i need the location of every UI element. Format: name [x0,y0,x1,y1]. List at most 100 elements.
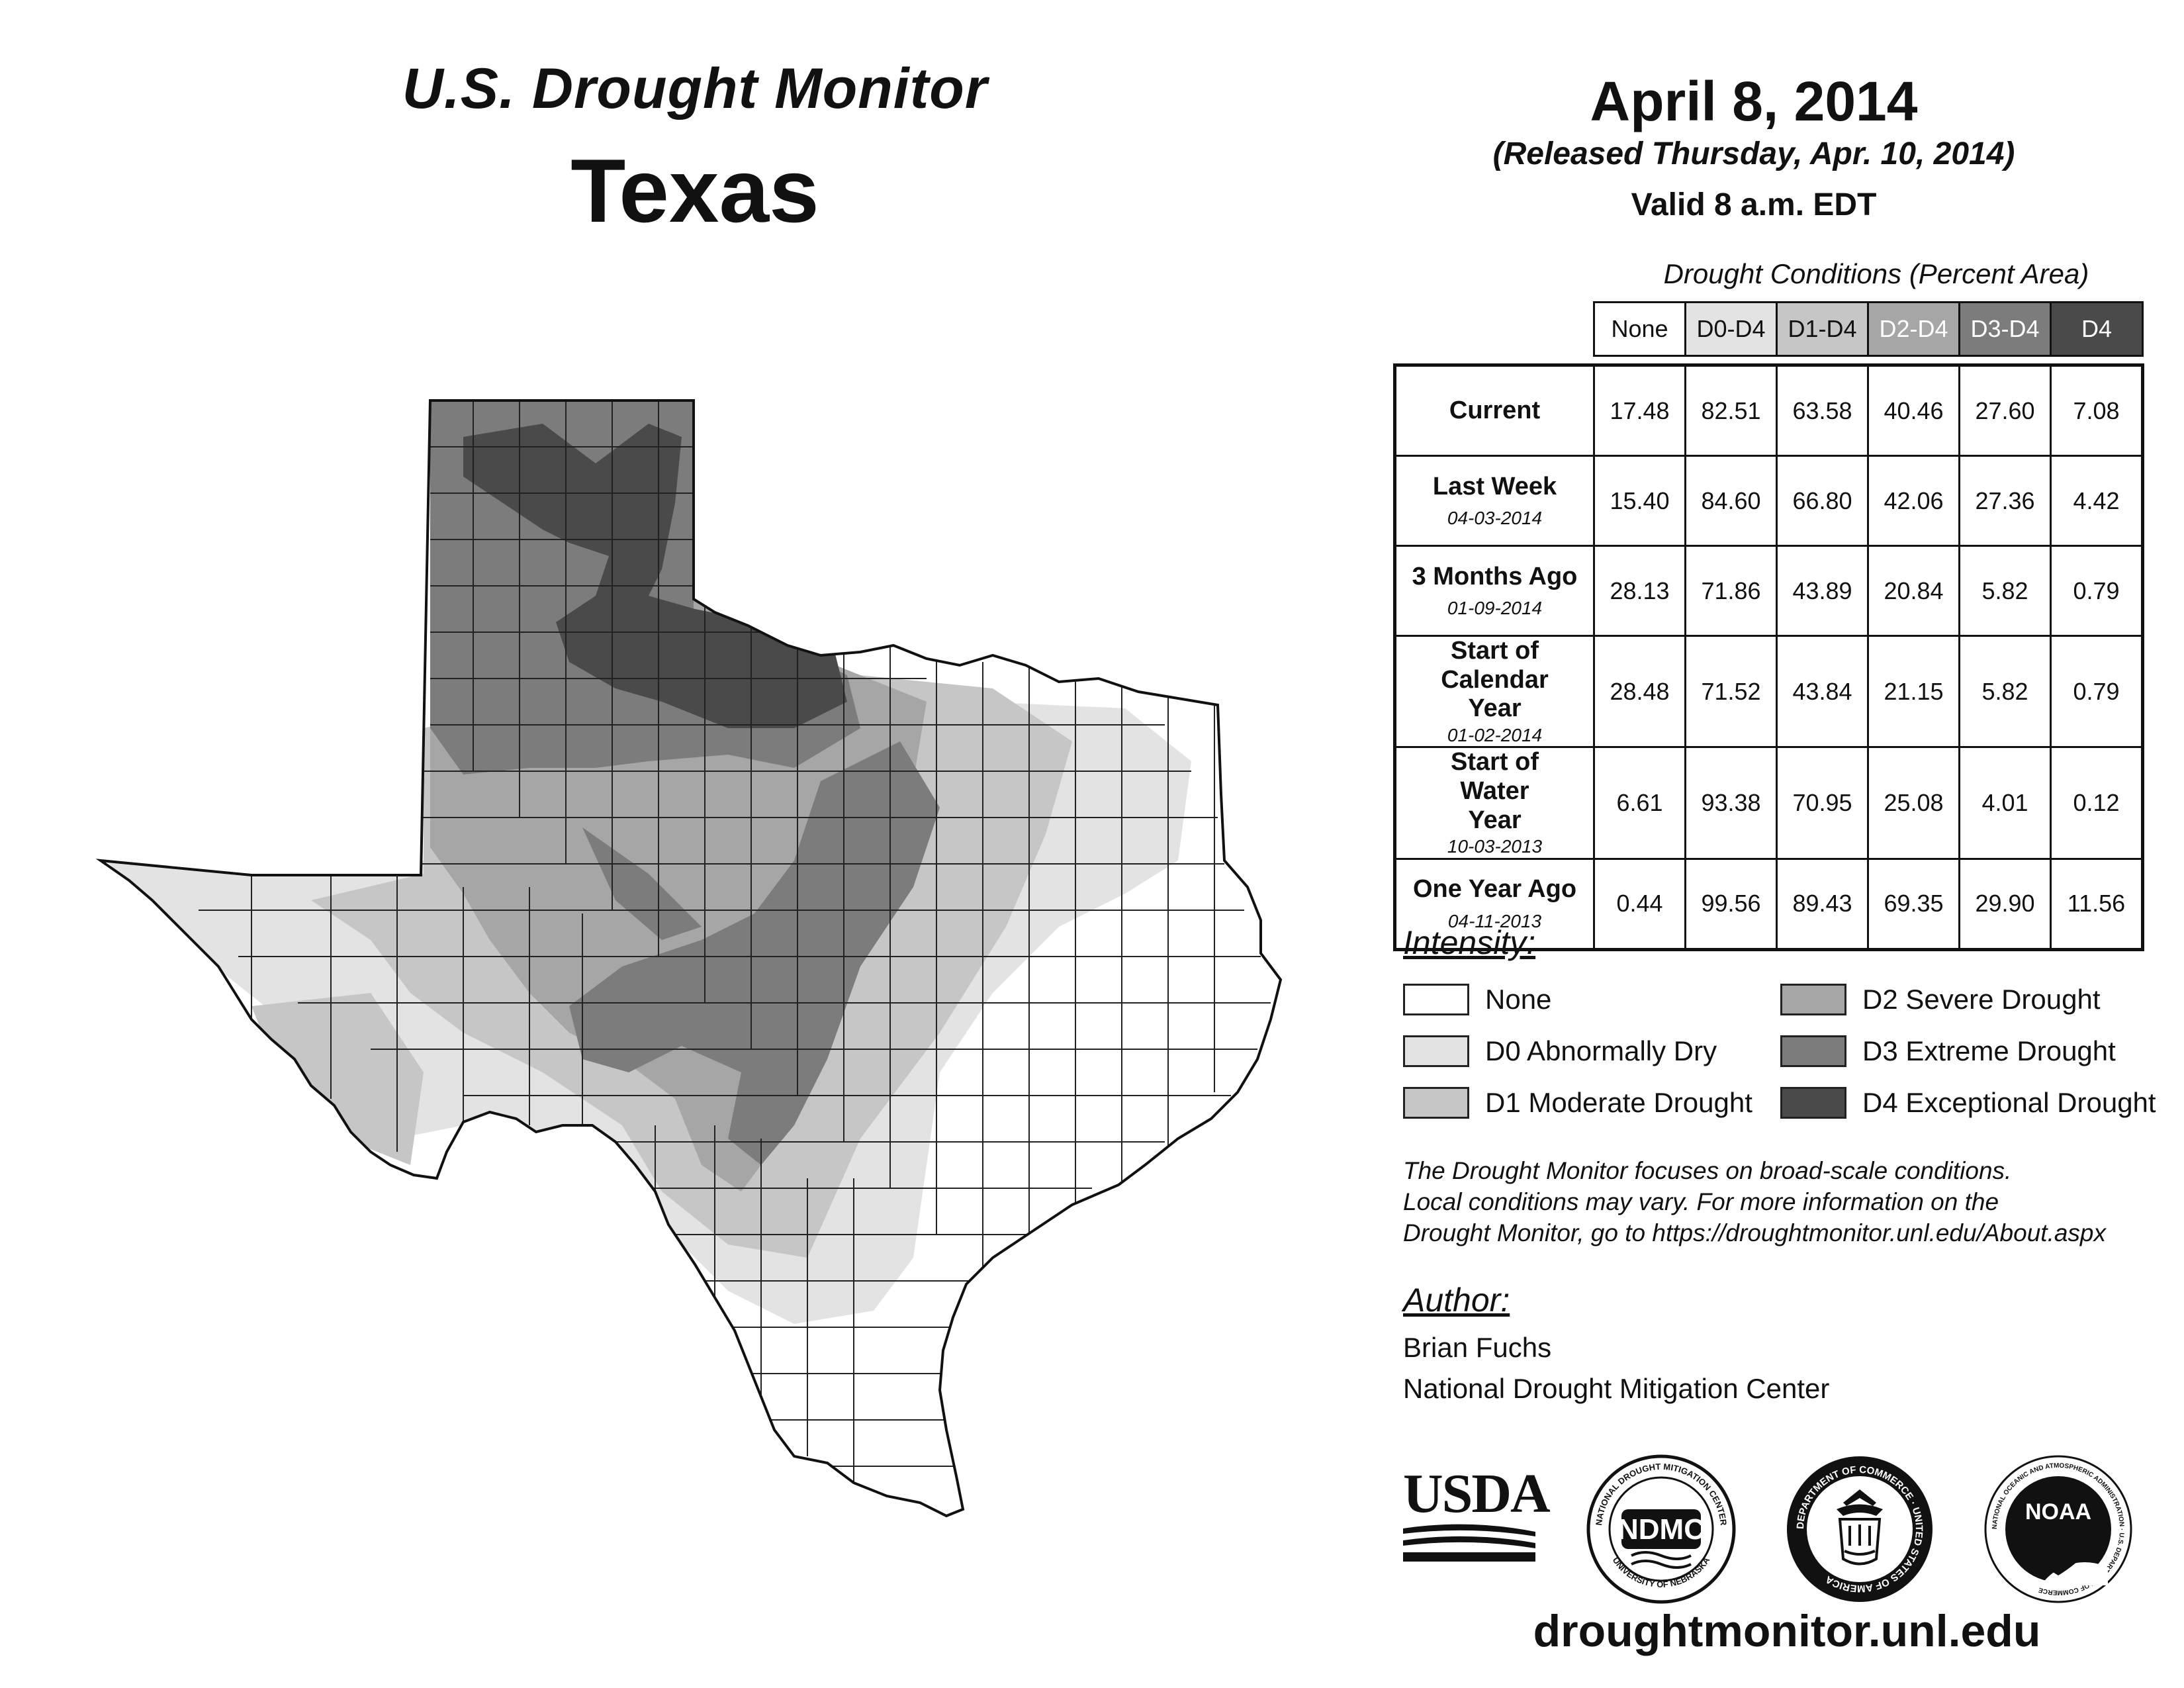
map-date: April 8, 2014 [1590,70,1918,132]
table-cell: 27.36 [1958,455,2052,547]
texas-drought-map [99,399,1282,1517]
table-row-one-year-ago: One Year Ago 04-11-2013 0.44 99.56 89.43 … [1393,857,2144,951]
col-header-d1-d4: D1-D4 [1776,301,1869,357]
table-row-start-water-year: Start of Water Year 10-03-2013 6.61 93.38… [1393,746,2144,860]
table-cell: 29.90 [1958,857,2052,951]
row-date: 01-09-2014 [1447,598,1543,619]
table-cell: 15.40 [1593,455,1686,547]
row-label: 3 Months Ago 01-09-2014 [1393,545,1595,637]
table-cell: 71.52 [1684,634,1778,749]
noaa-bird-icon [2022,1538,2095,1575]
table-cell: 28.48 [1593,634,1686,749]
note-line: The Drought Monitor focuses on broad-sca… [1403,1157,2012,1184]
table-cell: 43.84 [1776,634,1869,749]
legend-item-none: None [1403,980,1752,1019]
table-cell: 89.43 [1776,857,1869,951]
legend-swatch [1403,1087,1469,1119]
table-row-current: Current 17.48 82.51 63.58 40.46 27.60 7.… [1393,363,2144,457]
website-url[interactable]: droughtmonitor.unl.edu [1533,1606,2041,1656]
table-cell: 84.60 [1684,455,1778,547]
legend-item-d4: D4 Exceptional Drought [1780,1083,2156,1123]
table-caption: Drought Conditions (Percent Area) [1663,258,2089,289]
drought-conditions-table: None D0-D4 D1-D4 D2-D4 D3-D4 D4 Current … [1393,301,2144,951]
table-cell: 70.95 [1776,746,1869,860]
col-header-d3-d4: D3-D4 [1958,301,2052,357]
table-cell: 0.79 [2050,634,2144,749]
table-cell: 40.46 [1867,363,1960,457]
disclaimer-note: The Drought Monitor focuses on broad-sca… [1403,1155,2164,1248]
col-header-none: None [1593,301,1686,357]
col-header-d2-d4: D2-D4 [1867,301,1960,357]
author-name: Brian Fuchs [1403,1332,1552,1363]
legend-swatch [1403,1035,1469,1067]
legend-item-d0: D0 Abnormally Dry [1403,1031,1752,1071]
author-heading: Author: [1403,1282,1510,1319]
table-cell: 4.01 [1958,746,2052,860]
table-cell: 17.48 [1593,363,1686,457]
col-header-d4: D4 [2050,301,2144,357]
row-label-text: 3 Months Ago [1412,562,1578,590]
ndmc-wordmark: NDMC [1617,1513,1705,1546]
row-label-text: One Year Ago [1412,875,1577,904]
table-corner [1395,303,1594,356]
row-date: 10-03-2013 [1447,836,1543,857]
row-date: 01-02-2014 [1447,725,1543,746]
table-header-row: None D0-D4 D1-D4 D2-D4 D3-D4 D4 [1395,301,2144,357]
legend-label: D0 Abnormally Dry [1485,1035,1717,1066]
usda-logo: USDA [1403,1463,1551,1566]
table-cell: 0.79 [2050,545,2144,637]
table-cell: 5.82 [1958,634,2052,749]
table-cell: 21.15 [1867,634,1960,749]
table-cell: 71.86 [1684,545,1778,637]
legend-label: D1 Moderate Drought [1485,1087,1752,1118]
legend-swatch [1780,984,1846,1015]
state-name: Texas [570,140,819,241]
table-cell: 5.82 [1958,545,2052,637]
table-cell: 93.38 [1684,746,1778,860]
row-label: Start of Calendar Year 01-02-2014 [1393,634,1595,749]
legend-label: D3 Extreme Drought [1862,1035,2116,1066]
row-label: One Year Ago 04-11-2013 [1393,857,1595,951]
table-cell: 6.61 [1593,746,1686,860]
note-line: Drought Monitor, go to https://droughtmo… [1403,1219,2106,1246]
ndmc-logo: NDMC NATIONAL DROUGHT MITIGATION CENTER … [1586,1454,1736,1604]
legend-item-d3: D3 Extreme Drought [1780,1031,2156,1071]
col-header-d0-d4: D0-D4 [1684,301,1778,357]
table-cell: 66.80 [1776,455,1869,547]
table-cell: 27.60 [1958,363,2052,457]
noaa-wordmark: NOAA [2025,1499,2091,1524]
table-row-start-calendar-year: Start of Calendar Year 01-02-2014 28.48 7… [1393,634,2144,749]
usda-wordmark: USDA [1403,1463,1551,1524]
map-title: U.S. Drought Monitor [402,57,988,120]
legend-swatch [1403,984,1469,1015]
table-cell: 20.84 [1867,545,1960,637]
table-cell: 99.56 [1684,857,1778,951]
table-cell: 28.13 [1593,545,1686,637]
row-label-text: Current [1449,396,1541,424]
table-cell: 63.58 [1776,363,1869,457]
release-date: (Released Thursday, Apr. 10, 2014) [1492,136,2015,171]
table-cell: 69.35 [1867,857,1960,951]
row-label: Current [1393,363,1595,457]
table-cell: 43.89 [1776,545,1869,637]
table-cell: 0.44 [1593,857,1686,951]
noaa-logo: NATIONAL OCEANIC AND ATMOSPHERIC ADMINIS… [1984,1455,2132,1603]
row-date: 04-11-2013 [1447,910,1542,931]
row-label: Last Week 04-03-2014 [1393,455,1595,547]
legend-swatch [1780,1035,1846,1067]
intensity-heading: Intensity: [1403,924,1536,961]
legend-item-d2: D2 Severe Drought [1780,980,2156,1019]
row-label-text: Last Week [1432,472,1557,500]
author-org: National Drought Mitigation Center [1403,1373,1830,1404]
row-label-text: Start of Calendar Year [1441,637,1549,723]
commerce-seal: DEPARTMENT OF COMMERCE · UNITED STATES O… [1787,1456,1933,1602]
row-label-text: Start of Water Year [1451,748,1539,834]
table-cell: 7.08 [2050,363,2144,457]
table-cell: 82.51 [1684,363,1778,457]
legend-column-right: D2 Severe Drought D3 Extreme Drought D4 … [1780,980,2156,1123]
legend-item-d1: D1 Moderate Drought [1403,1083,1752,1123]
table-row-last-week: Last Week 04-03-2014 15.40 84.60 66.80 42… [1393,455,2144,547]
legend-label: D4 Exceptional Drought [1862,1087,2156,1118]
table-cell: 25.08 [1867,746,1960,860]
table-cell: 4.42 [2050,455,2144,547]
